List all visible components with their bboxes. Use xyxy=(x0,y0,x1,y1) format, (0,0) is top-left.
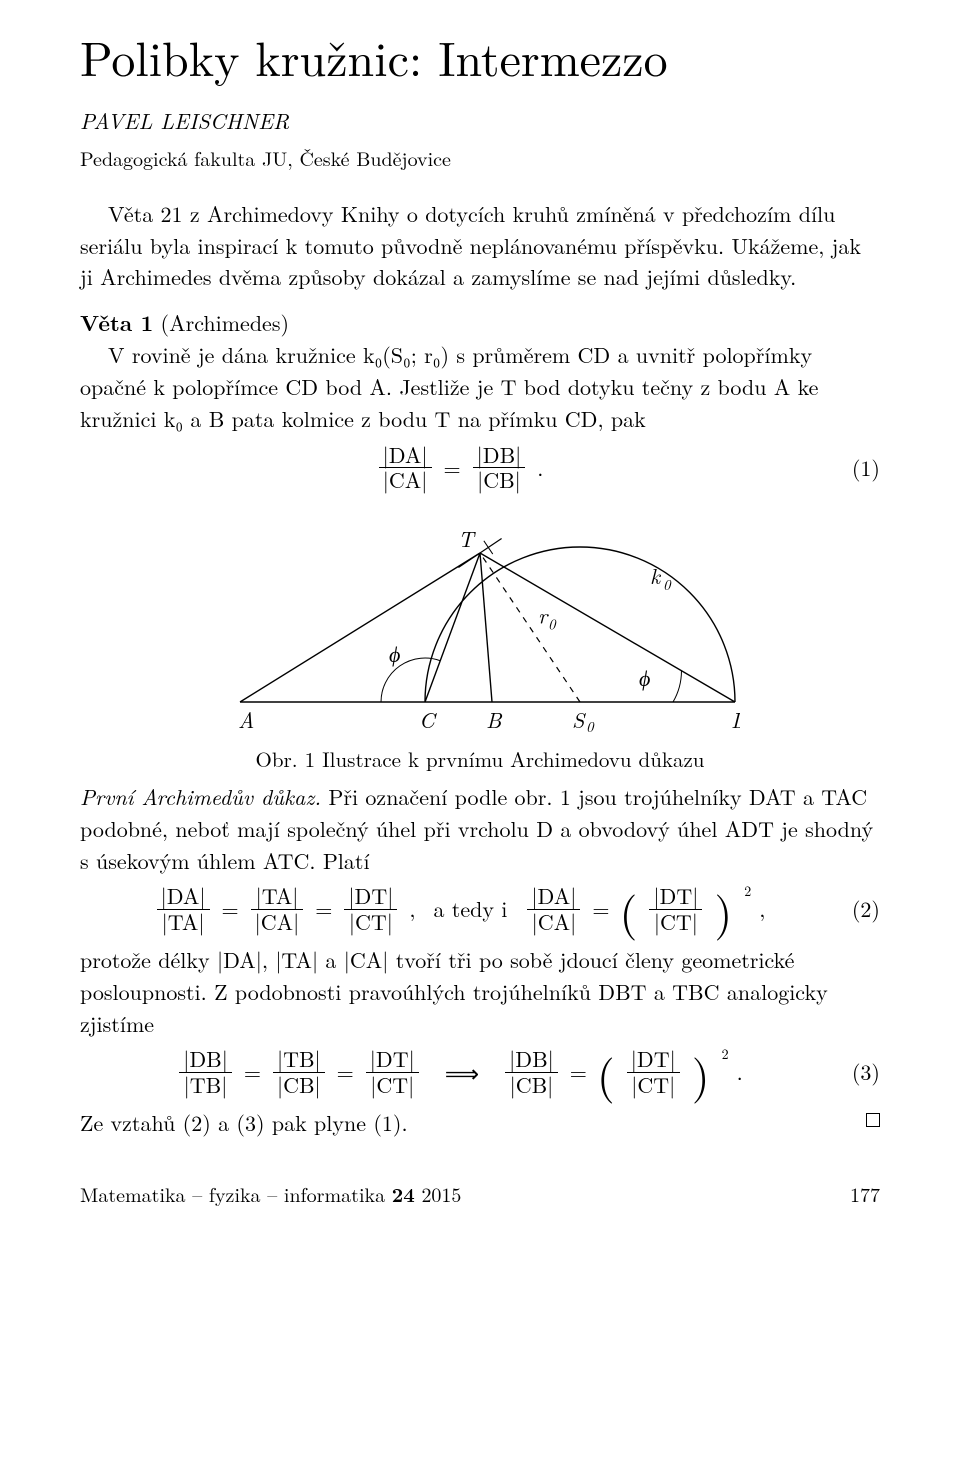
svg-text:S: S xyxy=(572,704,586,735)
theorem-body: V rovině je dána kružnice k₀(S₀; r₀) s p… xyxy=(80,339,880,435)
frac-num: |TA| xyxy=(252,884,303,908)
frac-den: |CB| xyxy=(506,1073,558,1097)
frac-num: |DB| xyxy=(505,1047,558,1071)
proof-head: První Archimedův důkaz. xyxy=(80,781,321,812)
frac-den: |TA| xyxy=(158,910,209,934)
comma: , xyxy=(409,893,415,925)
left-paren: ( xyxy=(620,888,638,934)
frac-den: |CA| xyxy=(379,468,432,492)
eq2-middle-text: a tedy i xyxy=(433,893,507,925)
page-title: Polibky kružnic: Intermezzo xyxy=(80,30,880,83)
right-paren: ) xyxy=(692,1051,710,1097)
closing-text: Ze vztahů (2) a (3) pak plyne (1). xyxy=(80,1107,408,1138)
eq1-left-frac: |DA| |CA| xyxy=(379,443,432,492)
eq2-number: (2) xyxy=(840,893,880,925)
qed-box xyxy=(866,1113,880,1127)
svg-text:k: k xyxy=(650,560,662,591)
svg-text:D: D xyxy=(731,704,740,735)
eq2-trail: , xyxy=(759,893,765,925)
svg-text:0: 0 xyxy=(548,614,557,635)
eq1-equals: = xyxy=(444,452,461,484)
eq-sign: = xyxy=(570,1056,587,1088)
implies-symbol: ⟹ xyxy=(445,1055,479,1090)
eq-sign: = xyxy=(244,1056,261,1088)
proof-paragraph-2: protože délky |DA|, |TA| a |CA| tvoří tř… xyxy=(80,944,880,1040)
left-paren: ( xyxy=(597,1051,615,1097)
footer-year: 2015 xyxy=(421,1179,461,1208)
theorem-head: Věta 1 xyxy=(80,307,153,338)
eq-sign: = xyxy=(315,893,332,925)
footer-left: Matematika – fyzika – informatika 24 201… xyxy=(80,1179,461,1208)
frac-den: |TB| xyxy=(180,1073,232,1097)
page-footer: Matematika – fyzika – informatika 24 201… xyxy=(80,1179,880,1208)
right-paren: ) xyxy=(714,888,732,934)
eq3-trail: . xyxy=(737,1056,743,1088)
frac-num: |DA| xyxy=(157,884,210,908)
eq1-right-frac: |DB| |CB| xyxy=(473,443,526,492)
svg-text:ϕ: ϕ xyxy=(389,638,400,669)
equation-1: |DA| |CA| = |DB| |CB| . (1) xyxy=(80,443,880,492)
svg-text:ϕ: ϕ xyxy=(639,662,650,693)
proof-paragraph-1: První Archimedův důkaz. Při označení pod… xyxy=(80,781,880,877)
frac-den: |CT| xyxy=(345,910,397,934)
frac-den: |CT| xyxy=(366,1073,418,1097)
svg-text:B: B xyxy=(486,704,503,735)
eq3-number: (3) xyxy=(840,1056,880,1088)
frac-den: |CA| xyxy=(528,910,581,934)
svg-text:C: C xyxy=(419,704,437,735)
affiliation-line: Pedagogická fakulta JU, České Budějovice xyxy=(80,143,880,172)
lead-paragraph: Věta 21 z Archimedovy Knihy o dotycích k… xyxy=(80,198,880,294)
frac-den: |CB| xyxy=(273,1073,325,1097)
frac-num: |DB| xyxy=(179,1047,232,1071)
svg-text:A: A xyxy=(238,704,254,735)
footer-page: 177 xyxy=(850,1179,880,1208)
equation-3: |DB||TB| = |TB||CB| = |DT||CT| ⟹ |DB||CB… xyxy=(80,1047,880,1096)
frac-num: |DT| xyxy=(366,1047,419,1071)
footer-volume: 24 xyxy=(392,1179,415,1208)
exponent: 2 xyxy=(744,881,751,901)
frac-num: |DT| xyxy=(627,1047,680,1071)
svg-text:0: 0 xyxy=(663,574,672,595)
eq-sign: = xyxy=(222,893,239,925)
author-line: PAVEL LEISCHNER xyxy=(80,105,880,137)
eq-sign: = xyxy=(337,1056,354,1088)
frac-den: |CT| xyxy=(627,1073,679,1097)
equation-2: |DA||TA| = |TA||CA| = |DT||CT| , a tedy … xyxy=(80,884,880,933)
frac-den: |CA| xyxy=(251,910,304,934)
closing-paragraph: Ze vztahů (2) a (3) pak plyne (1). xyxy=(80,1107,880,1139)
theorem-paragraph: Věta 1 (Archimedes) V rovině je dána kru… xyxy=(80,307,880,435)
eq-sign: = xyxy=(592,893,609,925)
frac-num: |DA| xyxy=(527,884,580,908)
frac-num: |TB| xyxy=(273,1047,325,1071)
exponent: 2 xyxy=(722,1044,729,1064)
eq1-trail: . xyxy=(537,452,543,484)
figure-caption: Obr. 1 Ilustrace k prvnímu Archimedovu d… xyxy=(256,744,705,774)
footer-journal: Matematika – fyzika – informatika xyxy=(80,1179,385,1208)
figure-1: ACBS0DTk0r0ϕϕ Obr. 1 Ilustrace k prvnímu… xyxy=(80,502,880,774)
frac-num: |DT| xyxy=(344,884,397,908)
figure-svg: ACBS0DTk0r0ϕϕ xyxy=(220,502,740,738)
frac-den: |CB| xyxy=(473,468,525,492)
frac-num: |DT| xyxy=(649,884,702,908)
svg-text:T: T xyxy=(458,523,476,554)
theorem-paren: (Archimedes) xyxy=(161,307,290,338)
svg-text:0: 0 xyxy=(586,716,595,737)
eq1-number: (1) xyxy=(840,452,880,484)
frac-den: |CT| xyxy=(650,910,702,934)
